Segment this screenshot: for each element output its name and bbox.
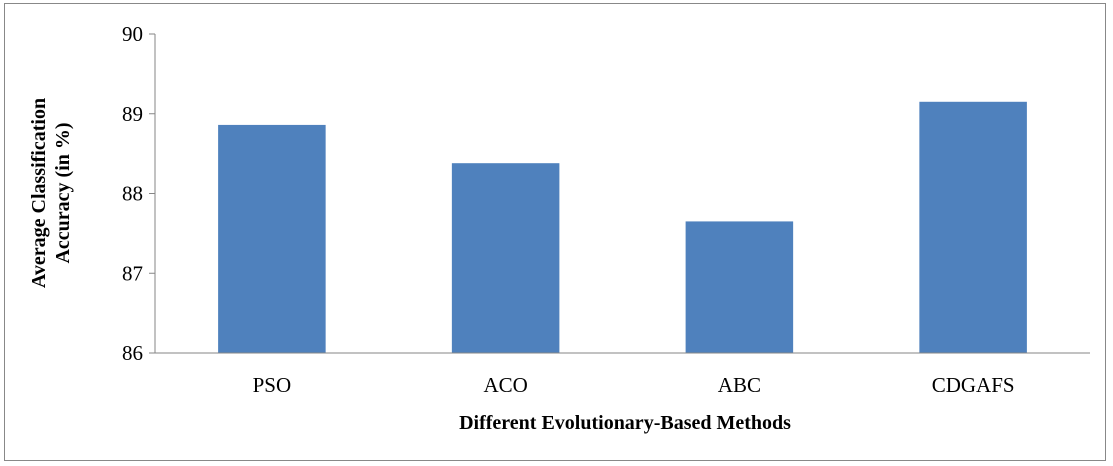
y-tick-label: 89 bbox=[122, 102, 143, 126]
y-tick-label: 86 bbox=[122, 341, 143, 365]
x-tick-label: ABC bbox=[718, 373, 761, 397]
y-axis-title-line-1: Average Classification bbox=[28, 98, 50, 288]
y-tick-label: 90 bbox=[122, 22, 143, 46]
bar bbox=[451, 163, 560, 353]
x-tick-label: ACO bbox=[483, 373, 527, 397]
x-tick-label: CDGAFS bbox=[932, 373, 1015, 397]
y-tick-label: 87 bbox=[122, 261, 143, 285]
bar-series bbox=[218, 101, 1027, 353]
bar bbox=[685, 221, 794, 353]
x-axis-tick-labels: PSO ACO ABC CDGAFS bbox=[253, 373, 1015, 397]
bar bbox=[919, 101, 1027, 353]
y-axis-ticks: 86 87 88 89 90 bbox=[122, 22, 155, 365]
y-axis-title: Average Classification Accuracy (in %) bbox=[28, 98, 74, 288]
y-axis-title-line-2: Accuracy (in %) bbox=[52, 122, 74, 263]
bar bbox=[218, 124, 326, 353]
x-axis-title: Different Evolutionary-Based Methods bbox=[459, 412, 791, 434]
x-tick-label: PSO bbox=[253, 373, 292, 397]
y-tick-label: 88 bbox=[122, 182, 143, 206]
